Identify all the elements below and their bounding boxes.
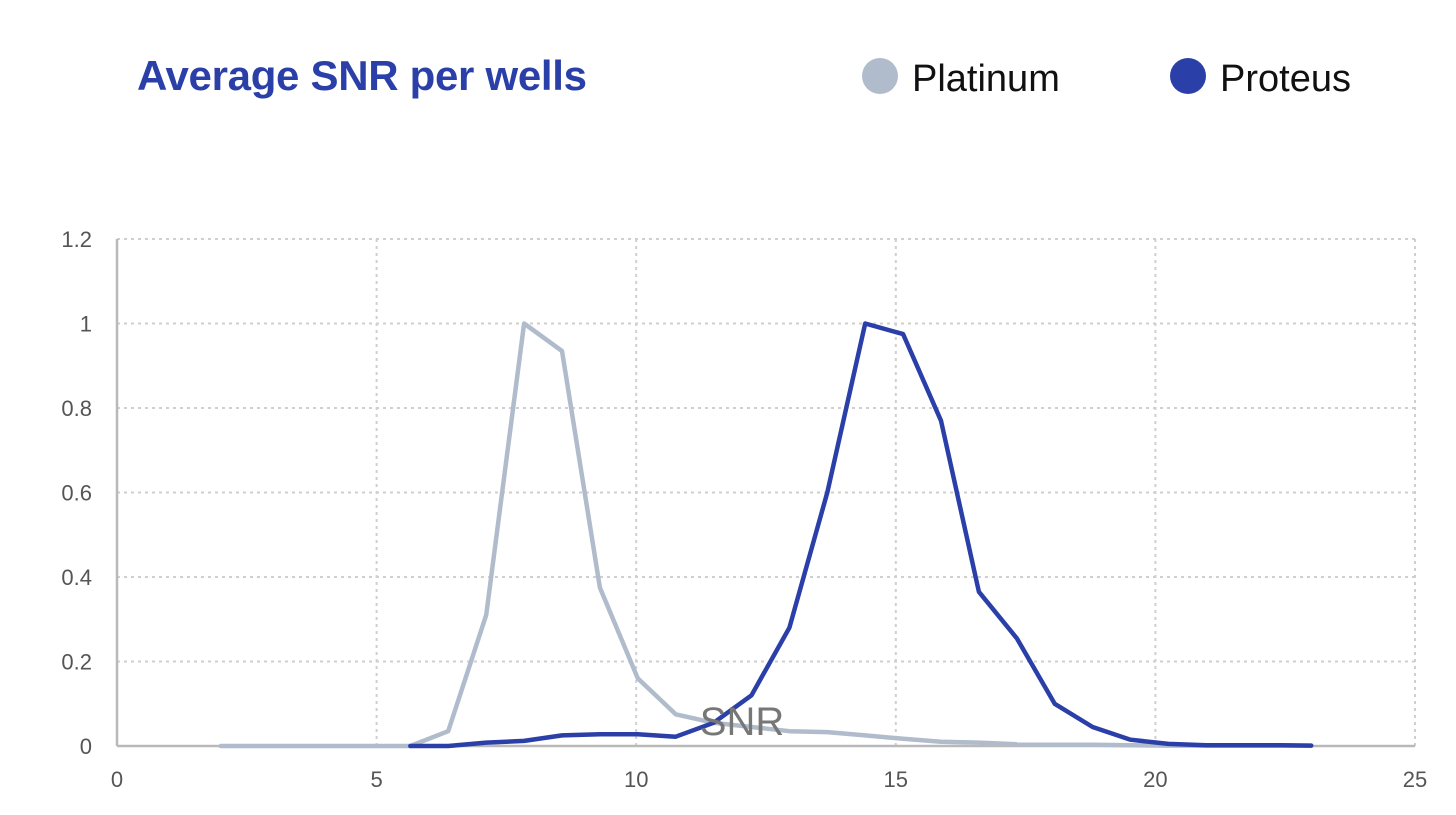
gridlines	[117, 238, 1416, 746]
x-axis-title: SNR	[700, 700, 784, 744]
series-line-platinum	[218, 321, 1314, 749]
y-tick-label: 0.4	[61, 565, 92, 590]
x-tick-label: 10	[624, 767, 648, 792]
legend-item-platinum[interactable]: Platinum	[862, 57, 1060, 101]
y-tick-label: 0.2	[61, 650, 92, 675]
y-tick-label: 1	[80, 312, 92, 337]
legend: Platinum Proteus	[862, 57, 1382, 108]
legend-swatch-platinum	[862, 57, 898, 94]
tick-labels: 0 0.2 0.4 0.6 0.8 1 1.2 0 5 10 15 20 25	[61, 227, 1427, 792]
x-tick-label: 25	[1403, 767, 1427, 792]
x-tick-label: 0	[111, 767, 123, 792]
legend-item-proteus[interactable]: Proteus	[1170, 57, 1351, 101]
x-tick-label: 20	[1143, 767, 1167, 792]
chart-title: Average SNR per wells	[137, 52, 587, 99]
x-tick-label: 15	[884, 767, 908, 792]
x-tick-label: 5	[370, 767, 382, 792]
legend-label-platinum: Platinum	[912, 58, 1060, 100]
y-tick-label: 0	[80, 734, 92, 759]
legend-swatch-proteus	[1170, 57, 1206, 94]
y-tick-label: 0.6	[61, 481, 92, 506]
y-tick-label: 0.8	[61, 396, 92, 421]
series-lines	[218, 321, 1314, 749]
series-line-proteus	[408, 321, 1314, 749]
y-tick-label: 1.2	[61, 227, 92, 252]
legend-label-proteus: Proteus	[1220, 58, 1351, 100]
